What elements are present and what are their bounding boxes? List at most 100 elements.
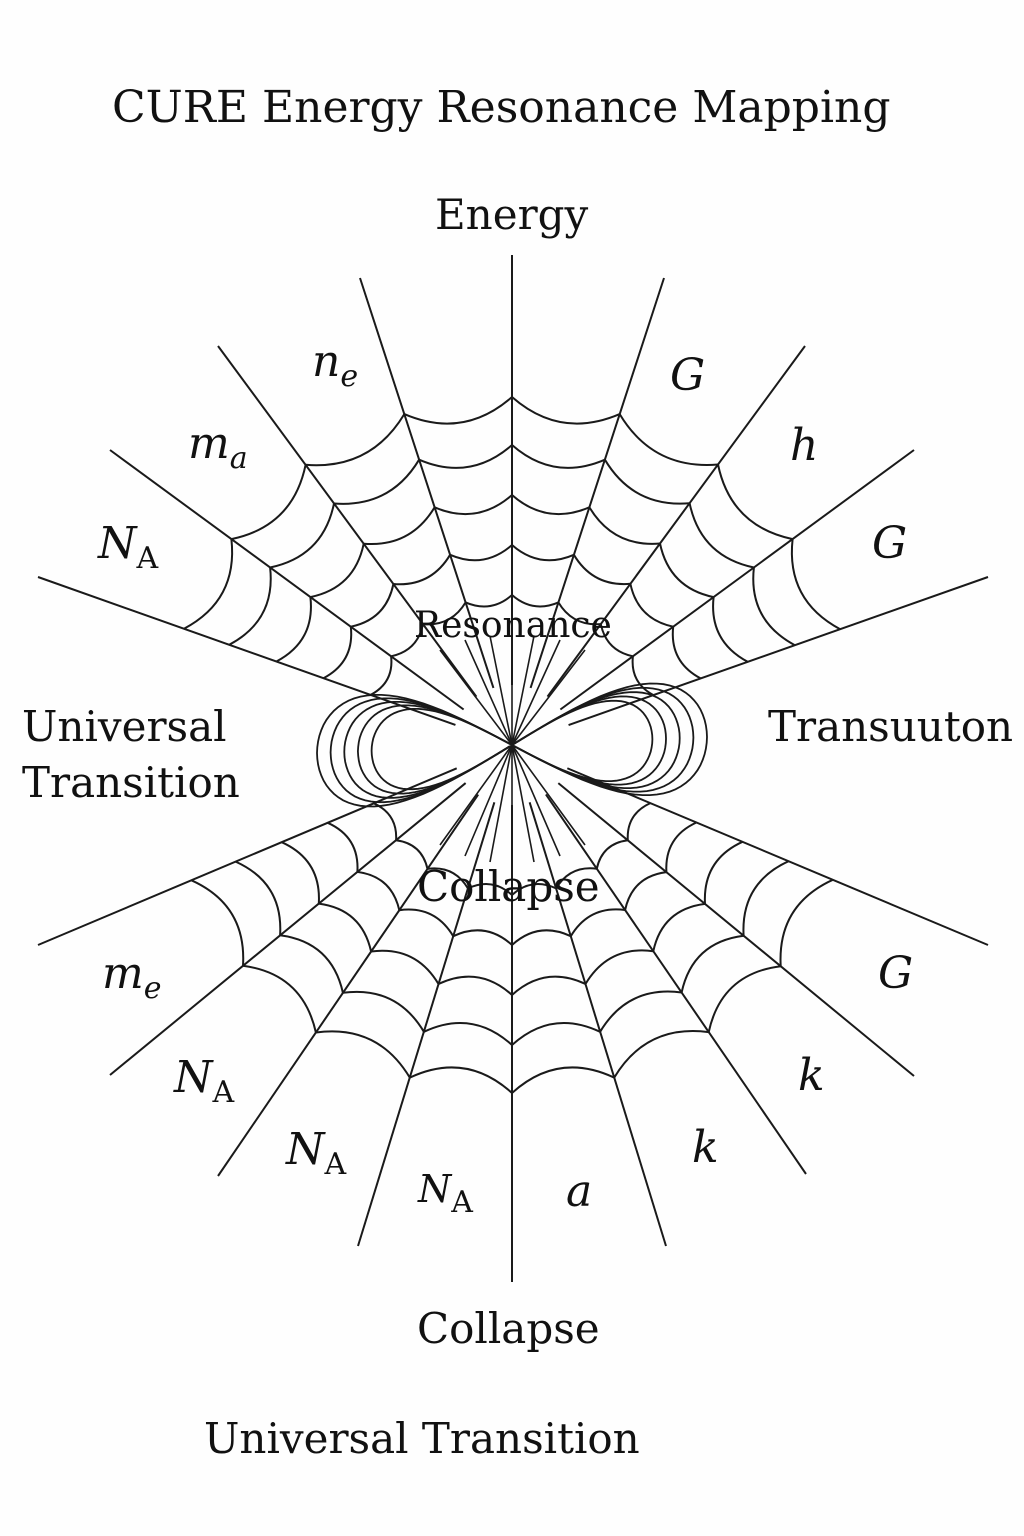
lower-ring-0-2 <box>427 867 469 889</box>
upper-ring-4-6 <box>717 464 793 541</box>
center-ray-2 <box>489 635 513 746</box>
upper-ring-3-6 <box>688 502 755 569</box>
upper-spoke-1 <box>109 449 465 711</box>
lower-ring-3-7 <box>742 860 790 936</box>
upper-ring-0-3 <box>465 594 513 608</box>
lower-ring-3-4 <box>511 1021 601 1046</box>
lower-ring-1-0 <box>327 821 359 872</box>
lower-ring-1-6 <box>624 871 667 911</box>
lower-ring-2-4 <box>511 975 586 996</box>
label-transition-right: Transuuton <box>768 702 1014 751</box>
lower-ring-0-0 <box>373 802 398 841</box>
lower-ring-2-5 <box>584 949 654 985</box>
label-collapse-center: Collapse <box>417 862 600 911</box>
upper-ring-4-3 <box>403 396 513 425</box>
lower-ring-1-2 <box>399 908 455 937</box>
center-ray-13 <box>511 744 586 846</box>
lower-spoke-1 <box>109 782 467 1076</box>
center-ray-1 <box>464 639 513 746</box>
lower-spoke-2 <box>217 794 480 1177</box>
upper-ring-0-1 <box>390 623 424 658</box>
lower-ring-2-3 <box>438 975 513 996</box>
symbol-g-top: G <box>670 350 706 401</box>
symbol-m-e: me <box>102 948 162 1006</box>
label-universal: Universal <box>22 702 227 751</box>
center-rays <box>439 634 586 864</box>
center-ray-6 <box>511 649 586 746</box>
upper-ring-4-0 <box>183 538 234 630</box>
upper-ring-0-6 <box>599 623 634 658</box>
upper-ring-1-3 <box>449 544 513 562</box>
lower-ring-4-5 <box>613 1030 709 1079</box>
infinity-strand-4 <box>370 699 654 791</box>
lower-ring-1-1 <box>357 870 401 911</box>
upper-ring-0-0 <box>370 656 393 696</box>
symbol-n-a-3: NA <box>418 1167 473 1220</box>
upper-spoke-2 <box>217 345 478 698</box>
upper-ring-3-0 <box>228 567 272 646</box>
upper-spoke-7 <box>559 449 915 711</box>
upper-ring-2-0 <box>275 596 312 663</box>
symbol-n-a-left: NA <box>98 518 159 576</box>
center-ray-5 <box>511 639 561 746</box>
lower-ring-3-5 <box>599 990 682 1033</box>
upper-ring-2-3 <box>434 494 513 516</box>
upper-ring-2-5 <box>588 506 661 545</box>
lower-spoke-5 <box>528 802 667 1247</box>
upper-ring-4-5 <box>618 413 719 466</box>
lower-ring-0-6 <box>595 839 628 869</box>
upper-ring-1-2 <box>393 554 451 586</box>
symbol-g-right: G <box>872 518 908 569</box>
lower-ring-2-6 <box>652 902 706 952</box>
lower-ring-3-2 <box>342 990 425 1033</box>
upper-ring-2-2 <box>363 506 436 546</box>
lower-ring-2-7 <box>703 840 743 904</box>
upper-spoke-5 <box>529 277 665 689</box>
center-ray-11 <box>511 744 535 863</box>
center-ray-8 <box>464 744 513 857</box>
lower-ring-3-1 <box>279 934 344 994</box>
lower-ring-0-4 <box>511 882 557 896</box>
lower-ring-4-1 <box>242 964 317 1033</box>
lower-ring-1-3 <box>452 929 513 946</box>
lower-ring-1-4 <box>511 929 572 946</box>
upper-spoke-3 <box>359 277 495 689</box>
lower-ring-4-6 <box>707 965 781 1033</box>
upper-ring-4-4 <box>511 396 621 425</box>
symbol-n-a-1: NA <box>174 1052 235 1110</box>
upper-ring-3-4 <box>511 444 606 469</box>
symbol-h: h <box>790 420 819 471</box>
web-rings <box>183 396 841 1094</box>
lower-ring-0-1 <box>395 839 429 870</box>
lower-spoke-3 <box>357 802 496 1247</box>
lower-spoke-6 <box>545 793 807 1175</box>
lower-ring-4-4 <box>511 1066 615 1094</box>
radial-spokes <box>37 255 989 1282</box>
symbol-n-a-2: NA <box>286 1124 347 1182</box>
lower-ring-3-3 <box>423 1021 513 1046</box>
upper-ring-4-7 <box>790 538 841 631</box>
label-resonance: Resonance <box>414 605 612 646</box>
lower-ring-4-7 <box>779 878 834 967</box>
center-ray-7 <box>439 744 513 846</box>
upper-ring-1-0 <box>323 626 353 680</box>
upper-ring-1-5 <box>573 554 631 586</box>
upper-ring-3-7 <box>752 567 796 647</box>
upper-ring-0-2 <box>422 601 467 626</box>
lower-spoke-8 <box>566 767 989 946</box>
upper-ring-0-4 <box>511 594 559 608</box>
lower-ring-2-1 <box>318 902 373 952</box>
upper-ring-1-1 <box>350 583 395 628</box>
center-ray-9 <box>489 744 513 863</box>
lower-ring-2-0 <box>281 841 320 904</box>
lower-ring-4-0 <box>190 879 245 966</box>
label-collapse-bottom: Collapse <box>417 1304 600 1353</box>
lower-ring-1-7 <box>665 821 697 873</box>
upper-ring-3-1 <box>269 503 335 569</box>
upper-ring-1-6 <box>629 583 674 628</box>
upper-ring-4-1 <box>231 464 307 541</box>
symbol-m-a: ma <box>188 418 248 476</box>
label-universal-transition-bottom: Universal Transition <box>204 1414 640 1463</box>
